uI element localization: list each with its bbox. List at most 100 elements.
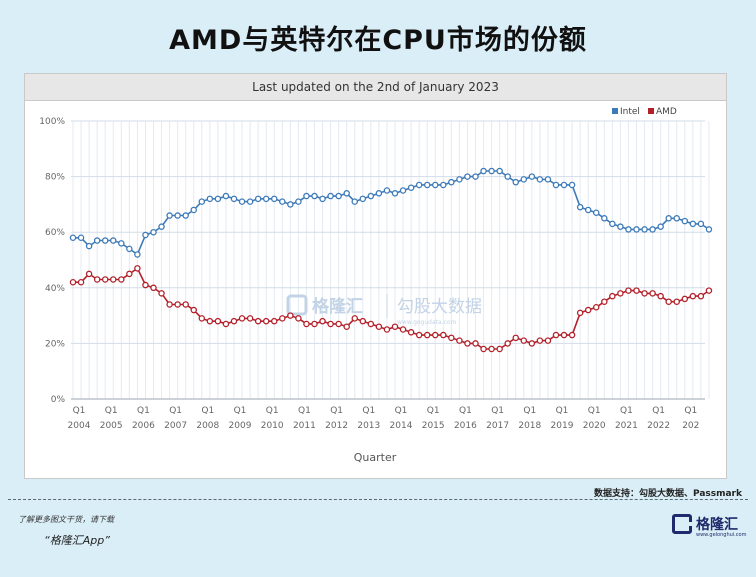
x-tick-quarter: Q1 xyxy=(137,406,150,416)
data-point-amd xyxy=(375,323,383,330)
data-point-intel xyxy=(472,173,479,180)
x-tick-year: 2013 xyxy=(357,421,380,431)
data-point-amd xyxy=(576,309,584,317)
data-point-intel xyxy=(222,192,230,200)
data-point-intel xyxy=(270,195,278,203)
data-point-amd xyxy=(584,306,592,314)
data-point-amd xyxy=(456,337,463,344)
data-point-amd xyxy=(319,317,326,325)
x-tick-year: 2009 xyxy=(229,421,252,431)
legend-label-intel: Intel xyxy=(620,107,640,117)
x-tick-year: 202 xyxy=(682,421,699,431)
data-point-intel xyxy=(85,242,93,250)
legend-swatch-amd xyxy=(648,108,654,114)
data-point-amd xyxy=(230,317,238,325)
x-tick-year: 2020 xyxy=(583,421,606,431)
data-point-intel xyxy=(657,223,664,230)
data-point-intel xyxy=(246,198,254,205)
data-point-amd xyxy=(673,298,681,305)
data-point-intel xyxy=(407,184,415,191)
data-point-amd xyxy=(399,326,407,333)
data-point-intel xyxy=(456,176,463,183)
x-tick-year: 2015 xyxy=(422,421,445,431)
data-point-intel xyxy=(665,215,672,222)
data-point-amd xyxy=(689,292,697,300)
data-point-amd xyxy=(134,265,141,272)
data-point-intel xyxy=(69,234,77,242)
data-point-intel xyxy=(190,206,197,214)
x-tick-year: 2019 xyxy=(551,421,574,431)
data-point-intel xyxy=(633,226,640,233)
series-line-amd xyxy=(73,267,710,350)
x-tick-year: 2007 xyxy=(164,421,187,431)
data-point-intel xyxy=(576,203,584,211)
data-point-intel xyxy=(279,198,286,205)
data-point-intel xyxy=(681,217,689,225)
data-point-intel xyxy=(182,212,189,219)
x-tick-year: 2012 xyxy=(325,421,348,431)
data-point-amd xyxy=(464,340,471,347)
data-point-amd xyxy=(601,298,608,305)
data-point-amd xyxy=(568,331,576,339)
data-point-intel xyxy=(697,220,705,228)
x-tick-year: 2014 xyxy=(390,421,413,431)
data-point-intel xyxy=(327,192,334,200)
data-point-amd xyxy=(383,326,391,333)
y-tick-label: 100% xyxy=(39,117,65,127)
x-tick-quarter: Q1 xyxy=(427,406,440,416)
data-point-intel xyxy=(528,173,536,180)
data-point-amd xyxy=(126,270,133,278)
data-point-intel xyxy=(440,181,447,189)
data-point-intel xyxy=(705,226,713,233)
data-point-intel xyxy=(625,226,632,233)
x-tick-year: 2004 xyxy=(68,421,91,431)
data-point-amd xyxy=(681,295,689,303)
x-tick-quarter: Q1 xyxy=(234,406,247,416)
data-point-intel xyxy=(335,192,342,200)
logo-url: www.gelonghui.com xyxy=(696,532,747,538)
data-point-amd xyxy=(496,345,503,353)
data-point-intel xyxy=(126,245,133,253)
data-point-intel xyxy=(311,192,318,200)
x-tick-quarter: Q1 xyxy=(459,406,472,416)
data-source: 数据支持：勾股大数据、Passmark xyxy=(593,489,742,499)
data-point-intel xyxy=(641,226,648,233)
data-point-amd xyxy=(367,320,375,328)
data-point-amd xyxy=(625,287,632,294)
data-point-intel xyxy=(649,226,656,233)
data-point-intel xyxy=(262,195,270,203)
line-chart: 0% 20% 40% 60% 80% 100% Q1 2004 Q1 2005 Q1 2006 Q1 20… xyxy=(39,107,713,464)
data-point-intel xyxy=(254,195,262,203)
data-point-intel xyxy=(552,181,560,189)
data-point-amd xyxy=(488,345,495,353)
y-tick-label: 40% xyxy=(45,284,65,294)
x-tick-quarter: Q1 xyxy=(523,406,536,416)
data-point-intel xyxy=(77,234,85,242)
data-point-intel xyxy=(593,209,600,216)
data-point-amd xyxy=(649,290,656,297)
data-point-amd xyxy=(77,278,85,286)
data-point-amd xyxy=(222,320,230,328)
data-point-intel xyxy=(351,198,358,205)
x-tick-quarter: Q1 xyxy=(491,406,504,416)
chart-panel: Last updated on the 2nd of January 2023 … xyxy=(24,73,727,479)
chart-subtitle: Last updated on the 2nd of January 2023 xyxy=(25,74,726,101)
data-point-amd xyxy=(512,334,519,342)
x-tick-quarter: Q1 xyxy=(684,406,697,416)
legend-swatch-intel xyxy=(612,108,618,114)
data-point-intel xyxy=(480,167,487,175)
data-point-amd xyxy=(335,320,342,328)
data-point-amd xyxy=(560,331,568,339)
logo-text: 格隆汇 xyxy=(696,517,738,533)
x-tick-quarter: Q1 xyxy=(266,406,279,416)
x-tick-year: 2016 xyxy=(454,421,477,431)
x-tick-year: 2017 xyxy=(486,421,509,431)
data-point-amd xyxy=(520,337,528,344)
x-tick-year: 2022 xyxy=(647,421,670,431)
data-point-amd xyxy=(69,278,77,286)
data-point-amd xyxy=(665,298,672,305)
data-point-intel xyxy=(448,178,455,186)
x-tick-quarter: Q1 xyxy=(169,406,182,416)
data-point-amd xyxy=(633,287,640,294)
data-point-amd xyxy=(214,317,222,325)
